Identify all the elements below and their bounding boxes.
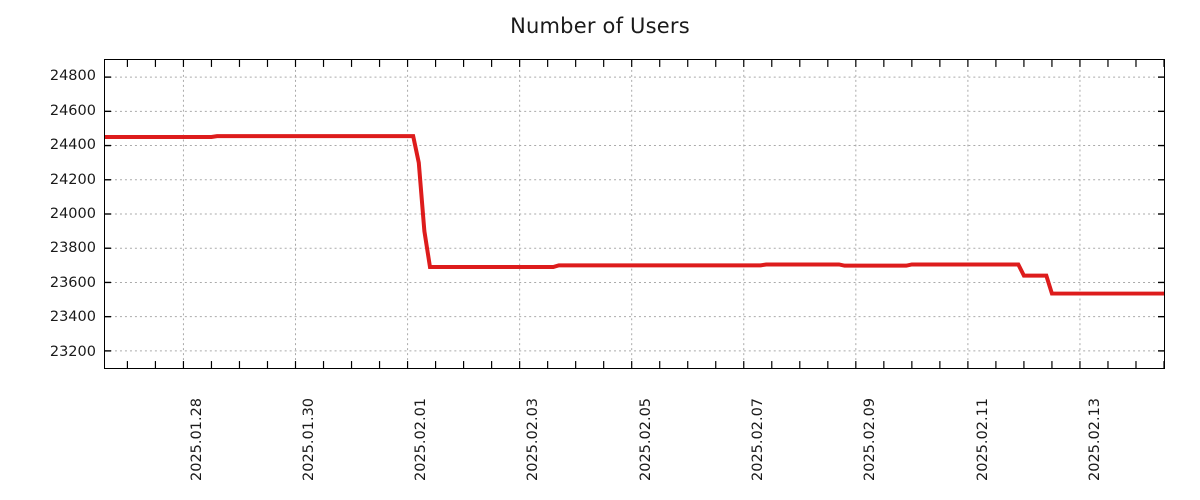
y-axis-tick-label: 23600: [49, 274, 96, 291]
x-axis-tick-label: 2025.02.01: [413, 397, 430, 481]
plot-area: [104, 59, 1165, 369]
x-axis-tick-label: 2025.01.28: [188, 397, 205, 481]
y-axis-tick-labels: 23200 23400 23600 23800 24000 24200 24400 24600…: [0, 0, 96, 500]
chart-title: Number of Users: [510, 14, 690, 38]
x-axis-tick-label: 2025.02.11: [974, 397, 991, 481]
x-axis-tick-label: 2025.02.03: [525, 397, 542, 481]
x-axis-tick-label: 2025.02.09: [862, 397, 879, 481]
y-axis-tick-label: 23400: [49, 309, 96, 326]
y-axis-tick-label: 24000: [49, 206, 96, 222]
data-line: [105, 134, 1164, 296]
y-axis-tick-label: 24200: [49, 171, 96, 188]
y-axis-tick-label: 23200: [49, 343, 96, 360]
y-axis-tick-label: 24600: [49, 102, 96, 119]
x-axis-tick-label: 2025.02.05: [637, 397, 654, 481]
y-axis-tick-label: 23800: [49, 240, 96, 257]
grid-lines: [105, 60, 1165, 368]
x-axis-tick-label: 2025.02.13: [1086, 397, 1103, 481]
x-axis-tick-label: 2025.02.07: [749, 397, 766, 481]
y-axis-tick-label: 24800: [49, 68, 96, 85]
y-axis-tick-label: 24400: [49, 137, 96, 154]
x-axis-tick-label: 2025.01.30: [300, 397, 317, 481]
series-number-of-users: [105, 134, 1164, 296]
